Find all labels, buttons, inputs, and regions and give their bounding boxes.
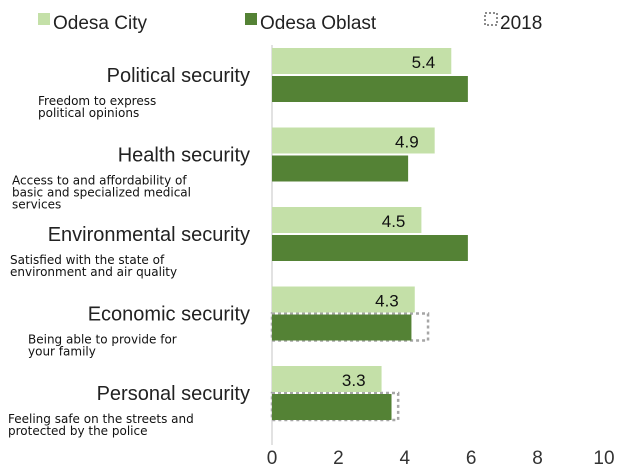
- category-personal-security: Personal security Feeling safe on the str…: [8, 383, 250, 438]
- category-label: Environmental security: [48, 224, 250, 246]
- x-tick-label: 10: [593, 448, 614, 469]
- legend-label-odesa-city: Odesa City: [53, 13, 147, 34]
- x-tick-label: 4: [400, 448, 411, 469]
- bar-odesa-city: [272, 48, 452, 74]
- x-axis-ticks: 0 2 4 6 8 10: [267, 448, 615, 469]
- category-description-line: political opinions: [38, 106, 139, 120]
- bar-group-health-security: 4.9: [272, 127, 435, 182]
- legend-item-odesa-oblast: Odesa Oblast: [245, 13, 377, 34]
- legend-swatch-odesa-city: [38, 13, 50, 25]
- category-label: Economic security: [88, 304, 250, 326]
- category-description-line: Access to and affordability of: [12, 174, 187, 188]
- bar-group-political-security: 5.4: [272, 48, 468, 102]
- bar-group-personal-security: 3.3: [270, 366, 400, 422]
- legend-item-odesa-city: Odesa City: [38, 13, 147, 34]
- data-label-odesa-city: 5.4: [412, 53, 436, 72]
- category-health-security: Health security Access to and affordabili…: [12, 145, 250, 212]
- data-label-odesa-city: 3.3: [342, 371, 366, 390]
- category-description-line: Being able to provide for: [28, 333, 177, 347]
- x-tick-label: 6: [466, 448, 477, 469]
- bar-odesa-oblast: [272, 394, 392, 420]
- legend-swatch-2018: [484, 12, 498, 26]
- category-description-line: services: [12, 198, 61, 212]
- legend-label-2018: 2018: [500, 13, 542, 34]
- bar-odesa-oblast: [272, 76, 468, 102]
- data-label-odesa-city: 4.9: [395, 133, 419, 152]
- bar-odesa-oblast: [272, 155, 409, 182]
- category-economic-security: Economic security Being able to provide f…: [28, 304, 250, 359]
- bar-odesa-oblast: [272, 235, 468, 261]
- category-description-line: environment and air quality: [10, 265, 177, 279]
- category-description-line: Satisfied with the state of: [10, 253, 165, 267]
- x-tick-label: 2: [333, 448, 344, 469]
- category-description-line: basic and specialized medical: [12, 186, 191, 200]
- bar-odesa-city: [272, 366, 382, 392]
- bar-odesa-city: [272, 207, 422, 233]
- bar-group-economic-security: 4.3: [270, 286, 430, 342]
- category-label: Health security: [118, 145, 250, 167]
- data-label-odesa-city: 4.5: [382, 212, 406, 231]
- category-environmental-security: Environmental security Satisfied with the…: [10, 224, 250, 279]
- category-political-security: Political security Freedom to expresspoli…: [38, 65, 250, 120]
- x-tick-label: 8: [532, 448, 543, 469]
- bar-group-environmental-security: 4.5: [272, 207, 468, 261]
- bars: 5.4 4.9 4.5 4.3 3.3: [270, 48, 468, 422]
- category-label: Political security: [107, 65, 250, 87]
- category-description-line: Freedom to express: [38, 94, 156, 108]
- bar-odesa-city: [272, 127, 435, 154]
- bar-2018: [270, 312, 430, 342]
- category-labels: Political security Freedom to expresspoli…: [8, 65, 250, 438]
- legend-item-2018: 2018: [484, 12, 542, 34]
- bar-odesa-city: [272, 286, 415, 313]
- legend-swatch-odesa-oblast: [245, 13, 257, 25]
- category-label: Personal security: [97, 383, 250, 405]
- x-tick-label: 0: [267, 448, 278, 469]
- category-description-line: Feeling safe on the streets and: [8, 412, 194, 426]
- category-description-line: your family: [28, 345, 96, 359]
- legend-label-odesa-oblast: Odesa Oblast: [260, 13, 377, 34]
- data-label-odesa-city: 4.3: [375, 292, 399, 311]
- legend: Odesa City Odesa Oblast 2018: [38, 12, 542, 34]
- bar-odesa-oblast: [272, 314, 412, 341]
- category-description-line: protected by the police: [8, 424, 147, 438]
